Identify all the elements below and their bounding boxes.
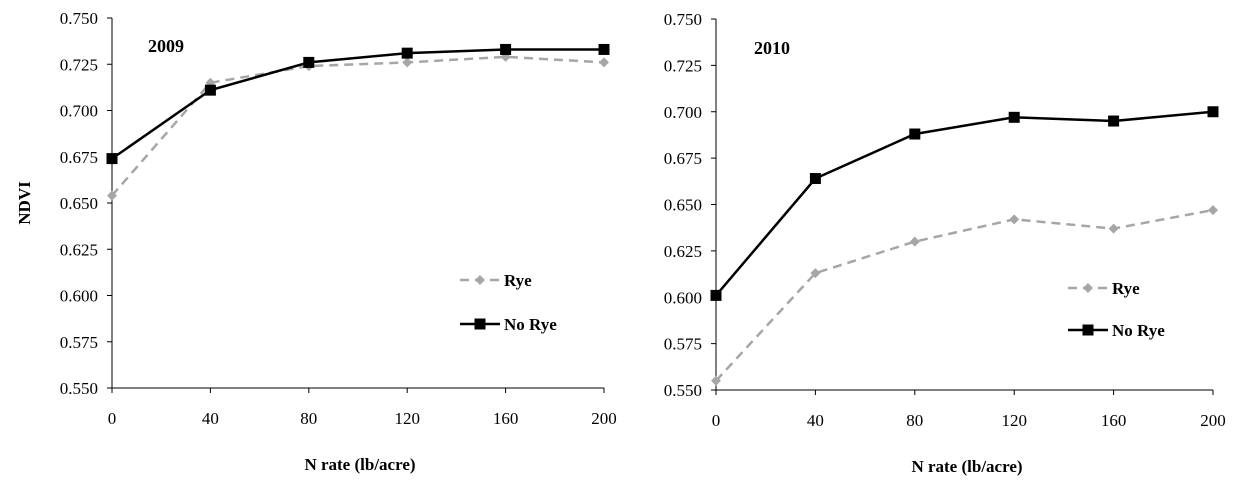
y-tick-label: 0.675: [60, 148, 98, 167]
series-group: [710, 106, 1219, 386]
y-tick-label: 0.750: [664, 10, 702, 29]
x-tick-label: 40: [202, 409, 219, 428]
legend-swatch-marker: [474, 318, 486, 330]
y-tick-label: 0.675: [664, 149, 702, 168]
series-group: [106, 43, 610, 201]
chart-title: 2010: [754, 38, 790, 58]
x-tick-label: 160: [493, 409, 519, 428]
x-tick-label: 160: [1101, 411, 1127, 430]
data-point-no-rye: [909, 128, 921, 140]
series-line-no-rye: [715, 110, 1214, 297]
x-tick-label: 200: [591, 409, 617, 428]
y-tick-label: 0.550: [664, 381, 702, 400]
x-tick-label: 200: [1200, 411, 1226, 430]
x-tick-label: 0: [712, 411, 721, 430]
data-point-rye: [107, 190, 117, 201]
data-point-rye: [909, 236, 920, 247]
data-point-no-rye: [1108, 115, 1120, 127]
data-point-no-rye: [401, 47, 413, 59]
legend-label: No Rye: [1112, 321, 1165, 340]
series-line-no-rye: [111, 48, 604, 160]
series-line-rye: [715, 208, 1214, 382]
series-line-rye: [111, 55, 605, 197]
y-tick-label: 0.600: [664, 288, 702, 307]
legend-label: No Rye: [504, 315, 557, 334]
y-tick-labels: 0.550 0.575 0.600 0.625 0.650 0.675 0.700 0.725…: [60, 9, 98, 398]
data-point-rye: [1108, 223, 1119, 234]
y-tick-label: 0.575: [60, 333, 98, 352]
x-tick-label: 120: [394, 409, 420, 428]
legend-label: Rye: [1112, 279, 1140, 298]
y-tick-label: 0.575: [664, 335, 702, 354]
data-point-no-rye: [303, 56, 315, 68]
chart-panel-2009: 0.550 0.575 0.600 0.625 0.650 0.675 0.700 0.725…: [15, 9, 617, 474]
y-tick-labels: 0.550 0.575 0.600 0.625 0.650 0.675 0.700 0.725…: [664, 10, 702, 400]
x-axis-title: N rate (lb/acre): [304, 455, 415, 474]
chart-title: 2009: [148, 36, 184, 56]
data-point-no-rye: [710, 289, 722, 301]
x-axis-title: N rate (lb/acre): [911, 457, 1022, 476]
axes: [711, 18, 1214, 395]
y-tick-label: 0.625: [664, 242, 702, 261]
y-tick-label: 0.650: [664, 196, 702, 215]
legend: Rye No Rye: [1068, 279, 1165, 340]
chart-panel-2010: 0.550 0.575 0.600 0.625 0.650 0.675 0.700 0.725…: [664, 10, 1226, 476]
x-tick-label: 120: [1001, 411, 1027, 430]
data-point-rye: [1009, 214, 1020, 225]
y-tick-label: 0.725: [664, 56, 702, 75]
data-point-no-rye: [500, 43, 512, 55]
data-point-no-rye: [598, 43, 610, 55]
legend-item-rye: Rye: [460, 271, 532, 290]
y-tick-label: 0.725: [60, 55, 98, 74]
x-tick-label: 80: [300, 409, 317, 428]
legend-swatch-marker: [1083, 283, 1093, 293]
data-point-rye: [599, 57, 609, 68]
y-tick-label: 0.600: [60, 287, 98, 306]
data-point-rye: [1208, 205, 1218, 216]
data-point-rye: [711, 375, 721, 386]
x-tick-label: 0: [108, 409, 117, 428]
x-tick-labels: 0 40 80 120 160 200: [108, 409, 617, 428]
legend-item-rye: Rye: [1068, 279, 1140, 298]
x-tick-label: 40: [807, 411, 824, 430]
data-point-no-rye: [1207, 106, 1219, 118]
data-point-rye: [402, 57, 413, 68]
y-tick-label: 0.700: [60, 102, 98, 121]
y-tick-label: 0.750: [60, 9, 98, 28]
legend-item-no-rye: No Rye: [1068, 321, 1165, 340]
data-point-rye: [810, 268, 821, 279]
data-point-no-rye: [204, 84, 216, 96]
data-point-no-rye: [809, 173, 821, 185]
x-tick-label: 80: [906, 411, 923, 430]
legend-swatch-marker: [1082, 324, 1094, 336]
axes: [107, 17, 605, 393]
y-tick-label: 0.650: [60, 194, 98, 213]
y-tick-label: 0.625: [60, 240, 98, 259]
legend-swatch-marker: [475, 275, 485, 285]
x-tick-labels: 0 40 80 120 160 200: [712, 411, 1226, 430]
data-point-no-rye: [106, 153, 118, 165]
y-tick-label: 0.700: [664, 103, 702, 122]
legend-item-no-rye: No Rye: [460, 315, 557, 334]
y-axis-title: NDVI: [15, 181, 34, 225]
legend: Rye No Rye: [460, 271, 557, 334]
legend-label: Rye: [504, 271, 532, 290]
y-tick-label: 0.550: [60, 379, 98, 398]
data-point-no-rye: [1008, 111, 1020, 123]
